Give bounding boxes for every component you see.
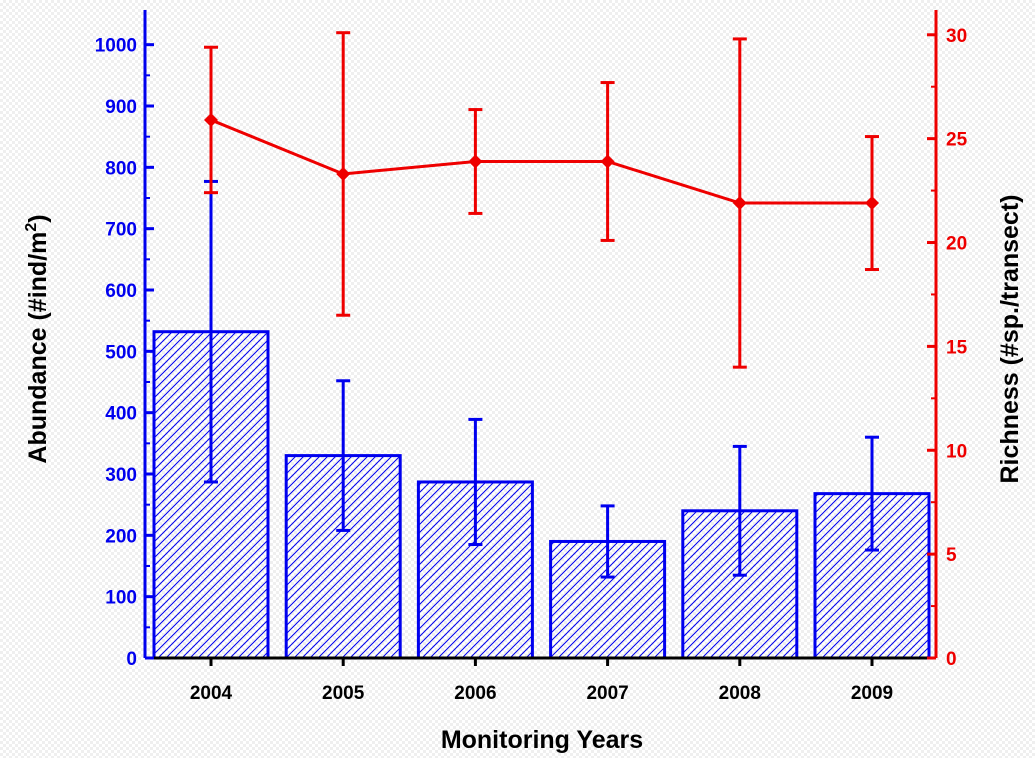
left-y-axis-title-sup: 2 xyxy=(23,223,40,232)
left-tick-label: 200 xyxy=(105,526,137,547)
right-tick-label: 30 xyxy=(946,26,967,47)
right-tick-label: 25 xyxy=(946,130,968,151)
bar-error-2009 xyxy=(865,435,879,552)
x-tick-label: 2007 xyxy=(586,683,628,704)
left-tick-label: 500 xyxy=(105,342,137,363)
richness-line xyxy=(210,118,872,205)
right-tick-label: 20 xyxy=(946,234,967,255)
left-tick-label: 0 xyxy=(126,649,137,670)
bar-series xyxy=(152,330,931,660)
right-y-axis-title: Richness (#sp./transect) xyxy=(996,195,1024,484)
right-tick-label: 15 xyxy=(946,337,968,358)
richness-series xyxy=(204,31,879,369)
left-y-axis-title: Abundance (#ind/m2) xyxy=(23,214,52,463)
bar-error-2007 xyxy=(600,504,615,579)
left-tick-label: 100 xyxy=(105,588,137,609)
x-tick-label: 2004 xyxy=(190,683,233,704)
axes xyxy=(143,10,938,666)
richness-point-2008 xyxy=(732,196,747,211)
left-tick-label: 300 xyxy=(105,465,137,486)
richness-point-2007 xyxy=(600,154,615,169)
x-tick-label: 2008 xyxy=(719,683,761,704)
bar-2007 xyxy=(549,539,667,660)
left-tick-label: 1000 xyxy=(95,36,137,57)
richness-point-2009 xyxy=(865,196,879,211)
right-tick-label: 5 xyxy=(946,545,957,566)
bar-error-2005 xyxy=(336,379,351,532)
left-tick-label: 600 xyxy=(105,281,137,302)
x-axis-title: Monitoring Years xyxy=(441,726,643,754)
x-tick-label: 2006 xyxy=(454,683,496,704)
left-y-axis-title-tail: ) xyxy=(24,214,52,222)
x-tick-label: 2005 xyxy=(322,683,365,704)
x-tick-label: 2009 xyxy=(851,683,893,704)
richness-point-2005 xyxy=(336,166,351,181)
bar-error-2008 xyxy=(732,444,747,577)
richness-point-2006 xyxy=(468,154,483,169)
left-y-axis-title-main: Abundance (#ind/m xyxy=(24,232,52,464)
right-tick-label: 0 xyxy=(946,649,957,670)
bar-error-bars xyxy=(204,179,879,579)
right-tick-label: 10 xyxy=(946,441,967,462)
left-tick-label: 800 xyxy=(105,158,137,179)
bar-error-2006 xyxy=(468,417,483,547)
left-tick-label: 700 xyxy=(105,220,137,241)
richness-point-2004 xyxy=(204,112,218,127)
left-tick-label: 400 xyxy=(105,404,137,425)
left-tick-label: 900 xyxy=(105,97,137,118)
